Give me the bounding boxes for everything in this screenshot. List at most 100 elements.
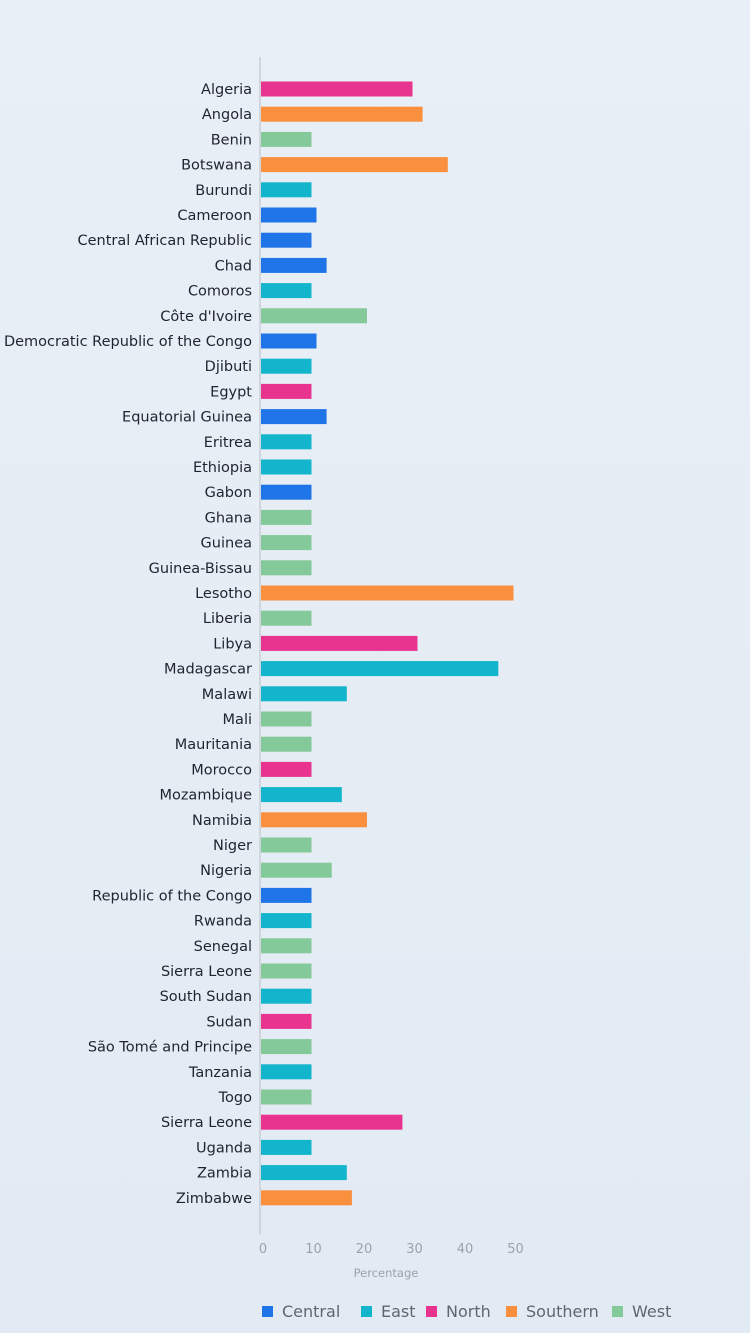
bar-33: [261, 913, 312, 929]
category-label-14: Eritrea: [204, 435, 252, 451]
category-label-19: Guinea-Bissau: [149, 561, 252, 577]
legend-label-north: North: [446, 1302, 491, 1321]
category-label-28: Mozambique: [159, 788, 252, 804]
category-label-27: Morocco: [191, 762, 252, 778]
category-label-23: Madagascar: [164, 662, 252, 678]
category-label-36: South Sudan: [160, 989, 252, 1005]
category-label-40: Togo: [218, 1090, 252, 1106]
x-tick-label-1: 10: [305, 1242, 322, 1257]
bar-22: [261, 635, 418, 651]
category-label-24: Malawi: [202, 687, 252, 703]
bars: [261, 81, 514, 1206]
category-label-9: Côte d'Ivoire: [160, 309, 252, 325]
bar-24: [261, 686, 347, 702]
x-axis-title: Percentage: [354, 1266, 419, 1280]
category-label-12: Egypt: [210, 384, 252, 400]
x-tick-label-3: 30: [406, 1242, 423, 1257]
category-label-11: Djibuti: [205, 359, 252, 375]
category-label-32: Republic of the Congo: [92, 888, 252, 904]
bar-20: [261, 585, 514, 601]
bar-5: [261, 207, 317, 223]
x-tick-label-0: 0: [259, 1242, 267, 1257]
bar-16: [261, 484, 312, 500]
legend-swatch-north: [426, 1306, 437, 1317]
category-label-6: Central African Republic: [77, 233, 252, 249]
x-tick-label-4: 40: [457, 1242, 474, 1257]
bar-1: [261, 106, 423, 122]
bar-31: [261, 862, 332, 878]
bar-43: [261, 1165, 347, 1181]
category-label-39: Tanzania: [188, 1065, 252, 1081]
bar-26: [261, 736, 312, 752]
x-tick-labels: 0 10 20 30 40 50: [259, 1242, 524, 1257]
bar-30: [261, 837, 312, 853]
legend-swatch-east: [361, 1306, 372, 1317]
bar-25: [261, 711, 312, 727]
bar-0: [261, 81, 413, 97]
category-label-41: Sierra Leone: [161, 1115, 252, 1131]
category-label-21: Liberia: [203, 611, 252, 627]
x-tick-label-5: 50: [507, 1242, 524, 1257]
category-label-16: Gabon: [205, 485, 252, 501]
category-label-35: Sierra Leone: [161, 964, 252, 980]
bar-17: [261, 509, 312, 525]
bar-42: [261, 1139, 312, 1155]
category-label-34: Senegal: [194, 939, 252, 955]
category-label-44: Zimbabwe: [176, 1191, 252, 1207]
bar-39: [261, 1064, 312, 1080]
category-label-42: Uganda: [196, 1140, 252, 1156]
category-label-18: Guinea: [201, 536, 252, 552]
bar-3: [261, 157, 448, 173]
category-label-33: Rwanda: [194, 914, 252, 930]
bar-34: [261, 938, 312, 954]
category-label-1: Angola: [202, 107, 252, 123]
category-label-8: Comoros: [188, 284, 252, 300]
category-label-13: Equatorial Guinea: [122, 410, 252, 426]
category-label-29: Namibia: [192, 813, 252, 829]
bar-27: [261, 761, 312, 777]
legend-label-west: West: [632, 1302, 671, 1321]
legend-swatch-southern: [506, 1306, 517, 1317]
bar-11: [261, 358, 312, 374]
category-label-30: Niger: [213, 838, 252, 854]
bar-7: [261, 257, 327, 273]
x-tick-label-2: 20: [356, 1242, 373, 1257]
bar-37: [261, 1013, 312, 1029]
category-label-17: Ghana: [205, 510, 252, 526]
bar-29: [261, 812, 367, 828]
category-label-7: Chad: [215, 258, 252, 274]
bar-36: [261, 988, 312, 1004]
category-label-22: Libya: [213, 636, 252, 652]
bar-10: [261, 333, 317, 349]
category-label-2: Benin: [211, 132, 252, 148]
bar-14: [261, 434, 312, 450]
category-label-4: Burundi: [195, 183, 252, 199]
legend: Central East North Southern West: [262, 1302, 671, 1321]
bar-44: [261, 1190, 352, 1206]
legend-label-east: East: [381, 1302, 416, 1321]
category-labels: Algeria Angola Benin Botswana Burundi Cameroo…: [4, 82, 252, 1207]
bar-35: [261, 963, 312, 979]
bar-32: [261, 887, 312, 903]
bar-41: [261, 1114, 403, 1130]
bar-2: [261, 131, 312, 147]
bar-6: [261, 232, 312, 248]
bar-28: [261, 787, 342, 803]
category-label-15: Ethiopia: [193, 460, 252, 476]
bar-38: [261, 1039, 312, 1055]
bar-9: [261, 308, 367, 324]
bar-13: [261, 409, 327, 425]
bar-23: [261, 661, 499, 677]
bar-18: [261, 535, 312, 551]
category-label-26: Mauritania: [175, 737, 252, 753]
category-label-5: Cameroon: [177, 208, 252, 224]
bar-15: [261, 459, 312, 475]
category-label-43: Zambia: [197, 1166, 252, 1182]
category-label-10: Democratic Republic of the Congo: [4, 334, 252, 350]
category-label-25: Mali: [223, 712, 252, 728]
legend-label-central: Central: [282, 1302, 340, 1321]
category-label-37: Sudan: [206, 1014, 252, 1030]
bar-8: [261, 283, 312, 299]
